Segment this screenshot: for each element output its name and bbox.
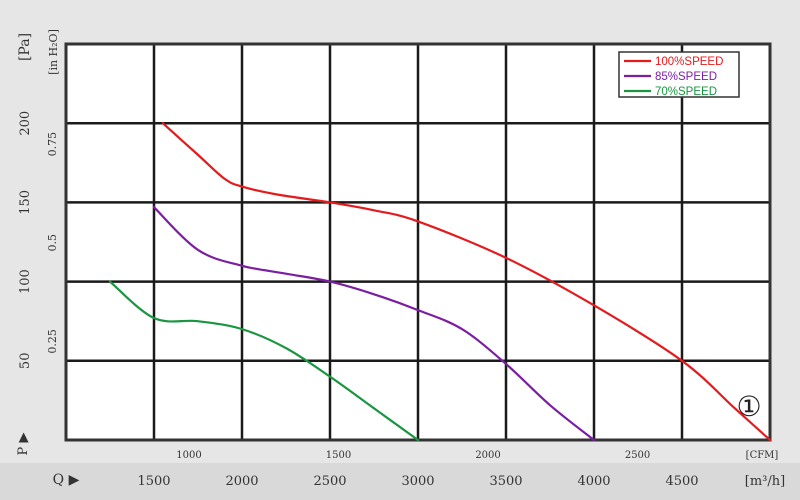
series-line-70-speed	[108, 280, 420, 442]
y-tick-label-inh2o: 0.5	[46, 234, 59, 252]
curve-number-badge: ①	[736, 390, 761, 423]
y-unit-inh2o: [in H₂O]	[47, 29, 60, 75]
y-tick-label-inh2o: 0.25	[46, 329, 59, 354]
y-axis-marker: P ▶	[16, 433, 31, 456]
y-tick-label-pa: 100	[18, 269, 33, 294]
x-axis-marker: Q ▶	[53, 472, 80, 488]
right-frame-strip	[770, 0, 800, 440]
x-tick-labels-m3h: 1500 2000 2500 3000 3500 4000 4500	[137, 474, 698, 489]
series-line-85-speed	[152, 206, 596, 442]
y-tick-labels-inh2o: 0.25 0.5 0.75	[46, 132, 59, 354]
series-line-100-speed	[161, 122, 772, 442]
x-tick-label-m3h: 3500	[489, 474, 522, 489]
legend-label: 100%SPEED	[655, 56, 723, 68]
y-tick-label-inh2o: 0.75	[46, 132, 59, 157]
curve-number: ①	[736, 390, 761, 423]
y-tick-label-pa: 200	[18, 111, 33, 136]
x-tick-label-m3h: 2000	[225, 474, 258, 489]
y-unit-pa: [Pa]	[17, 33, 33, 61]
y-tick-label-pa: 150	[18, 190, 33, 215]
series-layer	[108, 122, 772, 442]
y-tick-labels-pa: 50 100 150 200	[18, 111, 33, 369]
grid-lines	[66, 44, 770, 440]
y-tick-label-pa: 50	[18, 353, 33, 370]
x-unit-m3h: [m³/h]	[745, 474, 785, 489]
x-tick-label-m3h: 4000	[577, 474, 610, 489]
x-tick-label-cfm: 2500	[625, 450, 650, 461]
x-tick-label-m3h: 1500	[137, 474, 170, 489]
left-axis-strip	[0, 0, 66, 500]
x-tick-label-m3h: 4500	[665, 474, 698, 489]
top-frame-strip	[0, 0, 800, 44]
legend-box	[618, 51, 740, 98]
x-tick-label-cfm: 2000	[475, 450, 500, 461]
x-tick-label-cfm: 1500	[326, 450, 351, 461]
x-unit-cfm: [CFM]	[746, 450, 779, 461]
legend: 100%SPEED 85%SPEED 70%SPEED	[618, 51, 740, 98]
legend-label: 85%SPEED	[655, 71, 717, 83]
legend-label: 70%SPEED	[655, 86, 717, 98]
x-tick-label-m3h: 3000	[401, 474, 434, 489]
x-tick-labels-cfm: 1000 1500 2000 2500	[176, 450, 650, 461]
bottom-tick-band	[0, 463, 800, 500]
x-tick-label-m3h: 2500	[313, 474, 346, 489]
x-tick-label-cfm: 1000	[176, 450, 201, 461]
